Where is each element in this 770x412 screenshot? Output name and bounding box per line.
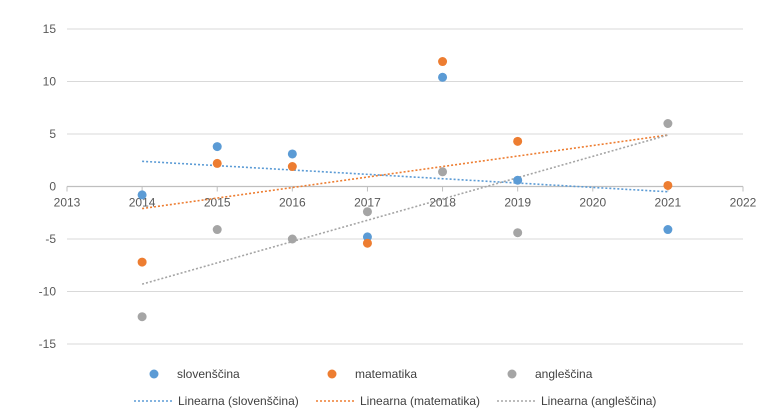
x-tick-label: 2019 xyxy=(504,196,531,210)
point-slovenscina xyxy=(362,232,372,242)
trendline-matematika xyxy=(142,134,668,210)
x-tick-label: 2016 xyxy=(279,196,306,210)
legend-label-anglescina: angleščina xyxy=(535,367,593,381)
point-slovenscina xyxy=(137,190,147,200)
trendline-anglescina xyxy=(141,134,669,285)
legend-trend-label-slovenscina: Linearna (slovenščina) xyxy=(178,394,299,408)
legend-marker-anglescina xyxy=(507,369,517,379)
x-tick-label: 2022 xyxy=(730,196,757,210)
x-tick-label: 2013 xyxy=(54,196,81,210)
x-tick-label: 2014 xyxy=(129,196,156,210)
data-points xyxy=(137,57,673,322)
point-slovenscina xyxy=(212,142,222,152)
x-tick-label: 2018 xyxy=(429,196,456,210)
legend-label-matematika: matematika xyxy=(355,367,417,381)
point-matematika xyxy=(362,238,372,248)
x-tick-label: 2021 xyxy=(655,196,682,210)
y-tick-label: 10 xyxy=(43,75,57,89)
y-tick-label: 0 xyxy=(49,180,56,194)
legend-marker-slovenscina xyxy=(149,369,159,379)
point-matematika xyxy=(663,180,673,190)
point-slovenscina xyxy=(438,72,448,82)
y-tick-label: -15 xyxy=(39,337,57,351)
point-matematika xyxy=(287,162,297,172)
point-matematika xyxy=(212,158,222,168)
point-matematika xyxy=(137,257,147,267)
y-tick-label: 15 xyxy=(43,22,57,36)
point-slovenscina xyxy=(513,175,523,185)
point-slovenscina xyxy=(663,225,673,235)
point-anglescina xyxy=(137,312,147,322)
point-anglescina xyxy=(287,234,297,244)
trendlines xyxy=(141,134,669,285)
x-tick-label: 2020 xyxy=(579,196,606,210)
legend-trend-label-anglescina: Linearna (angleščina) xyxy=(541,394,656,408)
point-matematika xyxy=(513,136,523,146)
point-anglescina xyxy=(212,225,222,235)
gridlines xyxy=(67,28,743,345)
legend-label-slovenscina: slovenščina xyxy=(177,367,240,381)
point-anglescina xyxy=(438,167,448,177)
x-tick-label: 2017 xyxy=(354,196,381,210)
legend-trend-label-matematika: Linearna (matematika) xyxy=(360,394,480,408)
point-slovenscina xyxy=(287,149,297,159)
legend: slovenščina matematika angleščina Linearna … xyxy=(134,367,656,408)
point-matematika xyxy=(438,57,448,67)
y-tick-label: -5 xyxy=(45,232,56,246)
point-anglescina xyxy=(513,228,523,238)
point-anglescina xyxy=(362,207,372,217)
legend-marker-matematika xyxy=(327,369,337,379)
y-tick-label: 5 xyxy=(49,127,56,141)
y-tick-label: -10 xyxy=(39,285,57,299)
point-anglescina xyxy=(663,119,673,128)
